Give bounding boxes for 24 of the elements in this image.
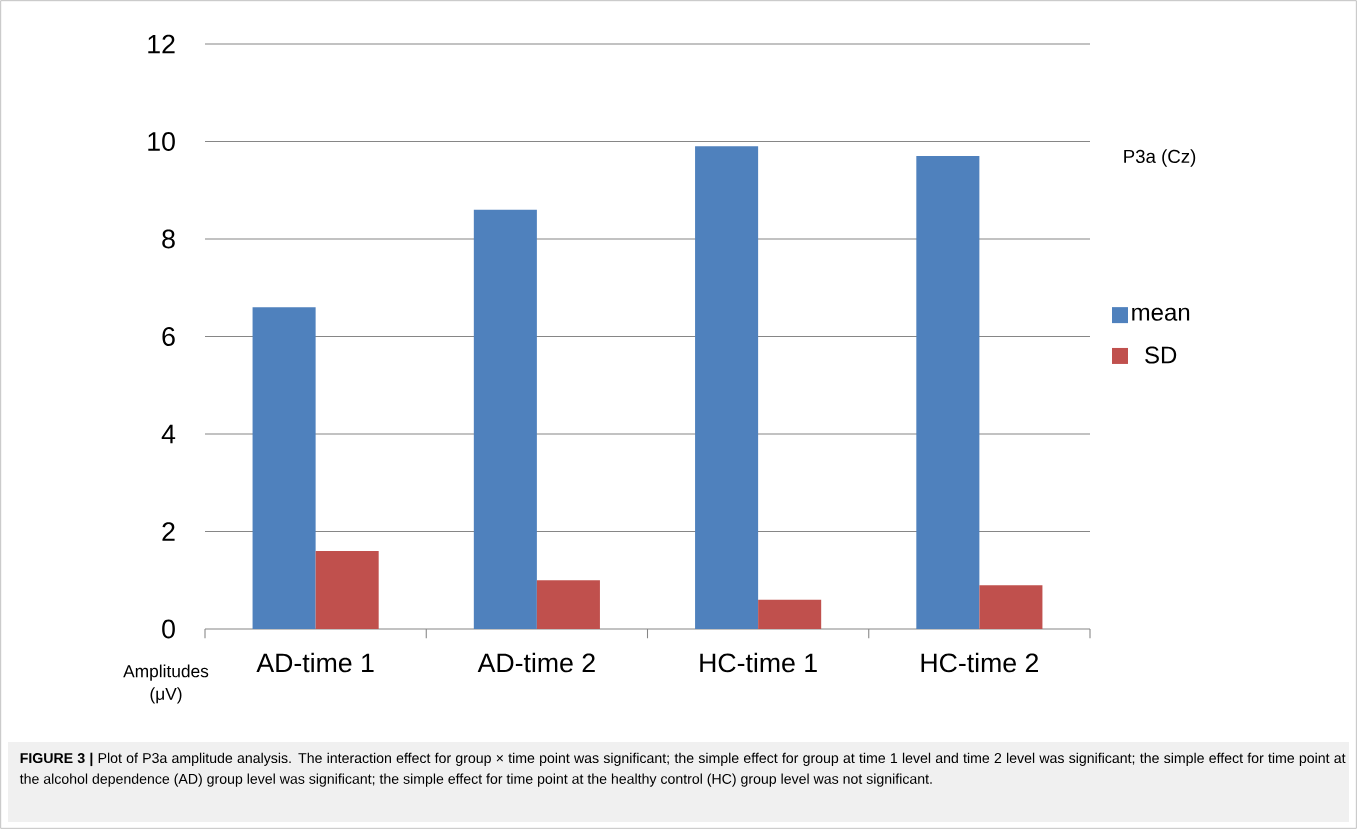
- y-tick-label: 6: [162, 327, 175, 346]
- legend-label: SD: [1145, 346, 1177, 364]
- y-tick-label: 8: [162, 229, 175, 249]
- y-tick-label: 2: [162, 522, 175, 541]
- bar: [979, 585, 1043, 629]
- y-tick-label: 12: [148, 34, 175, 54]
- y-tick-label: 0: [162, 619, 175, 639]
- bar: [252, 307, 316, 629]
- bar: [916, 156, 980, 629]
- text: P3a (Cz): [1124, 149, 1196, 167]
- x-tick-label: HC-time 2: [921, 652, 1038, 673]
- x-tick-label: HC-time 1: [700, 652, 817, 673]
- x-tick-label: AD-time 2: [477, 652, 595, 673]
- bar: [315, 551, 379, 629]
- x-tick-label: AD-time 1: [256, 652, 374, 673]
- bar: [473, 209, 537, 629]
- text: FIGURE 3 | Plot of P3a amplitude analysis. The interaction effect for group × time point was significant; the simple effect for group at time 1 level and time 2 level was significant; the simple effect for time point at the alcohol dependence (AD) group level was significant; the simple effect for time point at the healthy control (HC) group level was not significant.: [19, 752, 1346, 787]
- y-axis-title: Amplitudes (μV): [123, 664, 209, 704]
- y-tick-label: 10: [148, 132, 175, 151]
- legend-label: mean: [1132, 307, 1190, 321]
- bar: [536, 580, 600, 629]
- bar: [695, 146, 759, 629]
- y-tick-label: 4: [161, 424, 176, 444]
- bar: [758, 599, 822, 629]
